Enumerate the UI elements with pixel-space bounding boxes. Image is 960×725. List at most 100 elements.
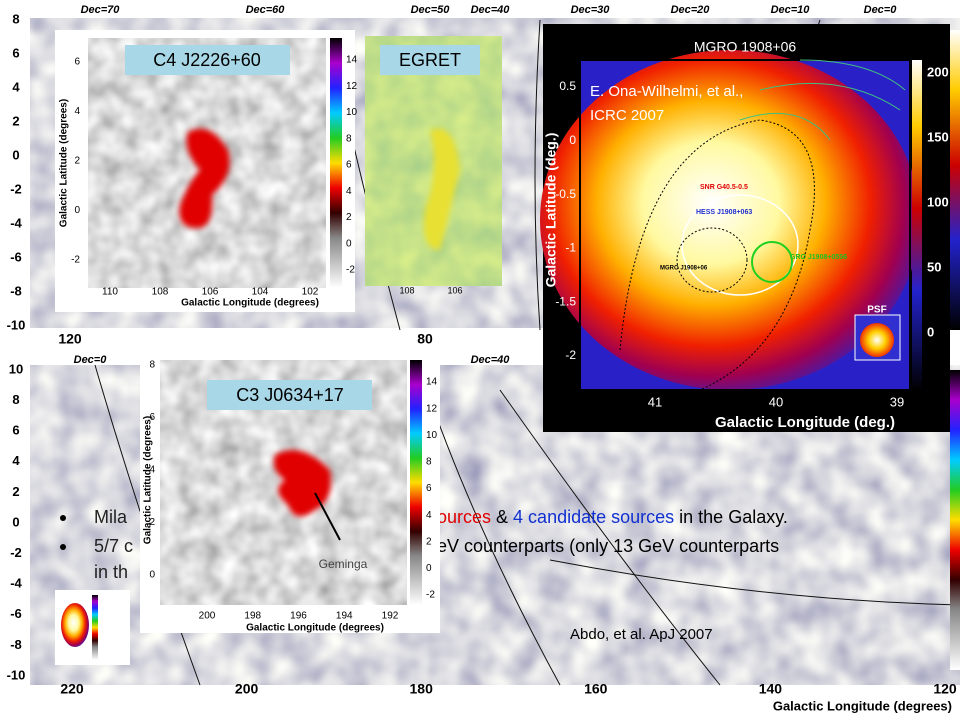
egret-title-box [380, 45, 480, 75]
x-tick-label: 40 [769, 394, 783, 409]
colorbar-label: 2 [346, 212, 352, 223]
y-tick-label: -6 [10, 606, 22, 621]
panel-title: EGRET [399, 50, 461, 70]
x-tick-label: 198 [244, 611, 261, 622]
x-tick-label: 106 [447, 285, 462, 295]
y-tick-label: -2 [10, 545, 22, 560]
y-tick-label: 0 [74, 205, 80, 216]
y-tick-label: -1.5 [555, 294, 576, 308]
colorbar-label: 100 [927, 194, 949, 209]
y-tick-label: -0.5 [555, 187, 576, 201]
y-tick-label: -1 [565, 241, 576, 255]
colorbar-label: 6 [346, 160, 352, 171]
y-tick-label: 0 [12, 514, 19, 529]
credit: E. Ona-Wilhelmi, et al., [590, 83, 743, 100]
panel-title: C3 J0634+17 [236, 385, 344, 405]
x-axis-title: Galactic Longitude (deg.) [715, 414, 895, 431]
x-tick-label: 194 [336, 611, 353, 622]
geminga-arrow [314, 492, 341, 541]
y-tick-label: -6 [10, 249, 22, 264]
colorbar-label: 4 [426, 510, 432, 521]
colorbar-label: 4 [346, 186, 352, 197]
c4-colorbar [330, 38, 342, 288]
mgro-source [540, 50, 920, 390]
dec-label: Dec=50 [411, 4, 451, 16]
panel-title: MGRO 1908+06 [694, 39, 797, 55]
y-tick-label: 0 [569, 133, 576, 147]
y-tick-label: -4 [10, 215, 22, 230]
y-tick-label: 8 [12, 11, 19, 26]
x-tick-label: 108 [399, 285, 414, 295]
y-tick-label: 4 [12, 453, 20, 468]
y-axis-title: Galactic Latitude (degrees) [143, 416, 154, 544]
colorbar-label: 150 [927, 129, 949, 144]
y-tick-label: 8 [12, 392, 19, 407]
y-tick-label: 2 [12, 484, 19, 499]
y-axis-title: Galactic Latitude (deg.) [543, 133, 559, 288]
colorbar-label: 12 [426, 403, 438, 414]
source-label: GRO J1908+0556 [790, 254, 847, 261]
x-tick-label: 160 [584, 681, 608, 697]
x-tick-label: 41 [648, 394, 662, 409]
y-tick-label: 6 [12, 45, 19, 60]
source-label: HESS J1908+063 [696, 209, 752, 216]
bullet-text: 4 candidate sources [513, 507, 674, 527]
x-tick-label: 106 [202, 287, 219, 298]
x-tick-label: 110 [102, 287, 118, 298]
y-tick-label: 10 [9, 361, 23, 376]
x-tick-label: 120 [58, 331, 82, 347]
y-tick-label: 8 [149, 360, 155, 371]
bullet-text: in th [94, 562, 128, 582]
colorbar-label: 0 [346, 238, 352, 249]
x-tick-label: 102 [302, 287, 319, 298]
x-tick-label: 180 [410, 681, 434, 697]
x-tick-label: 196 [290, 611, 307, 622]
colorbar-label: 14 [426, 377, 438, 388]
x-tick-label: 120 [933, 681, 957, 697]
colorbar-label: 6 [426, 483, 432, 494]
y-tick-label: 2 [149, 517, 155, 528]
bullet-text: ources [437, 507, 491, 527]
bullet-text: & [496, 507, 508, 527]
bullet-text: 5/7 c [94, 536, 133, 556]
y-tick-label: 0 [149, 570, 155, 581]
y-tick-label: 6 [149, 412, 155, 423]
y-tick-label: 6 [74, 57, 80, 68]
dec-label: Dec=40 [471, 354, 511, 366]
source-label: SNR G40.5-0.5 [700, 184, 748, 191]
y-tick-label: 4 [12, 79, 20, 94]
bullet-text: in the Galaxy. [679, 507, 788, 527]
edge-colorbar [950, 370, 960, 670]
colorbar-label: 50 [927, 259, 941, 274]
dec-label: Dec=20 [671, 4, 711, 16]
egret-source [424, 128, 460, 250]
dec-label: Dec=70 [81, 4, 121, 16]
c3-title-box [207, 380, 372, 410]
c3-source [273, 450, 331, 517]
colorbar-label: 0 [927, 324, 934, 339]
dec-label: Dec=10 [771, 4, 811, 16]
dec-label: Dec=0 [864, 4, 898, 16]
x-tick-label: 140 [759, 681, 783, 697]
y-tick-label: 2 [74, 156, 80, 167]
y-tick-label: -10 [7, 317, 26, 332]
y-tick-label: -2 [565, 348, 576, 362]
x-tick-label: 220 [60, 681, 84, 697]
c4-title-box [125, 45, 290, 75]
panel-title: C4 J2226+60 [153, 50, 261, 70]
x-axis-title: Galactic Longitude (degrees) [181, 298, 319, 309]
dec-label: Dec=60 [246, 4, 286, 16]
mgro-frame [579, 59, 911, 391]
annotation: Geminga [319, 557, 368, 571]
dec-label: Dec=30 [571, 4, 611, 16]
y-tick-label: -2 [71, 255, 80, 266]
colorbar-label: 10 [346, 107, 358, 118]
y-tick-label: 0 [12, 147, 19, 162]
inset-colorbar [92, 595, 98, 660]
colorbar-label: -2 [346, 265, 355, 276]
x-tick-label: 200 [235, 681, 259, 697]
edge-colorbar [950, 30, 960, 330]
y-tick-label: 6 [12, 423, 19, 438]
